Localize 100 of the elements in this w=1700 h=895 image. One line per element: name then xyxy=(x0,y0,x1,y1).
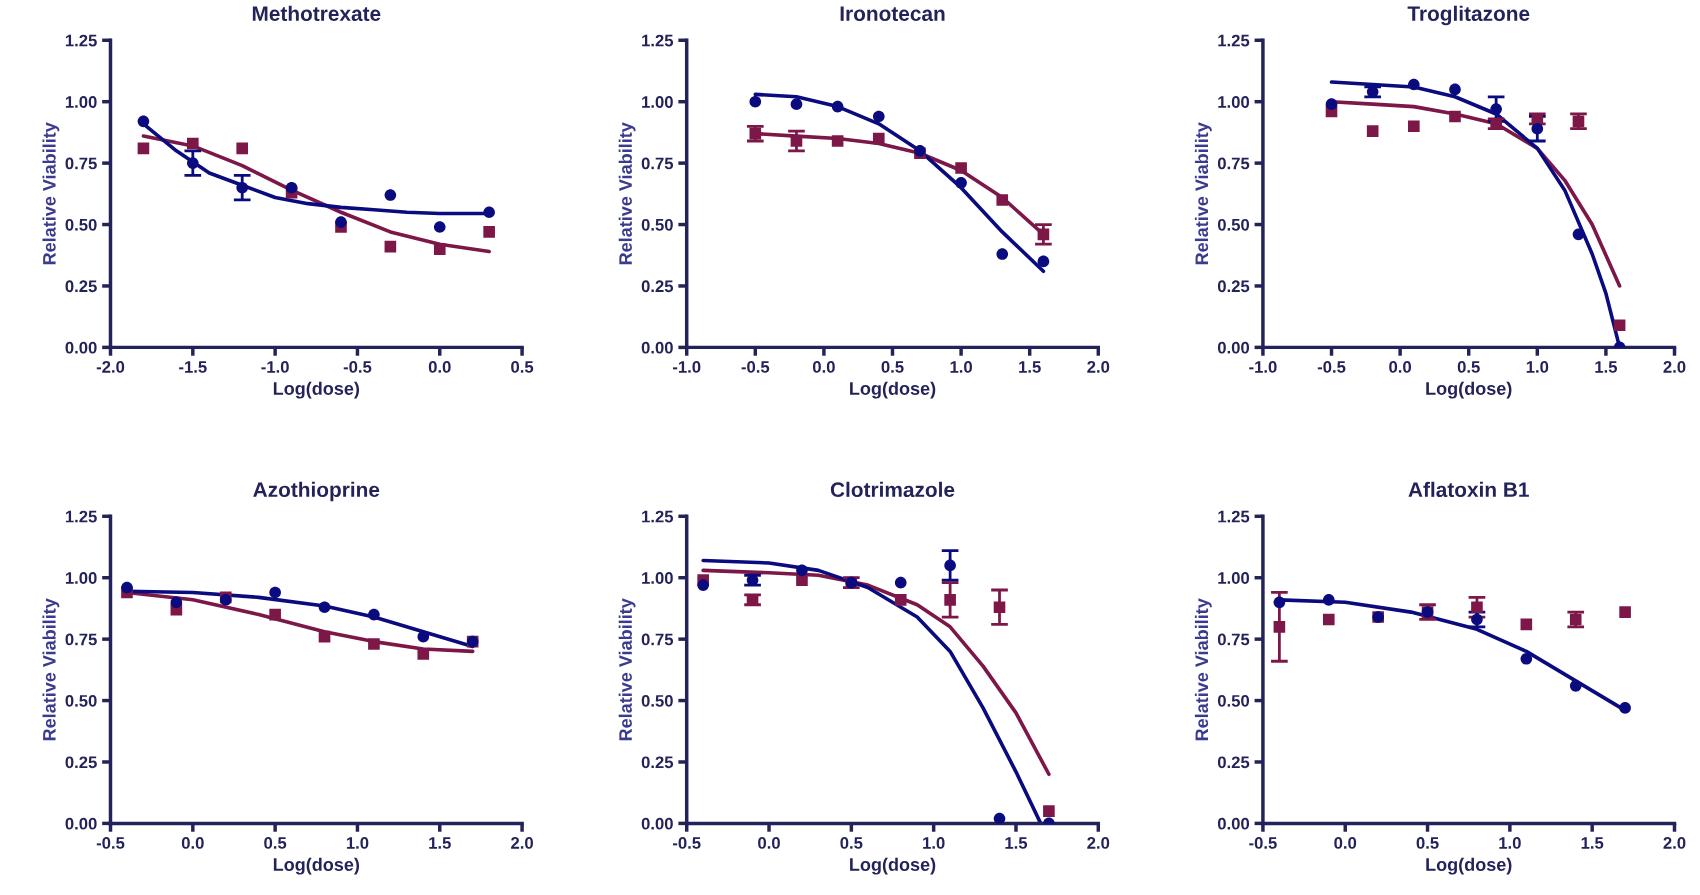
point xyxy=(335,216,347,228)
point xyxy=(1569,613,1582,626)
chart-title: Aflatoxin B1 xyxy=(1408,481,1529,498)
point xyxy=(384,240,397,253)
x-tick-label: 0.5 xyxy=(511,361,534,373)
point xyxy=(187,157,199,169)
y-tick-label: 0.25 xyxy=(641,280,674,293)
x-tick-label: 1.0 xyxy=(923,837,945,849)
point xyxy=(1366,125,1379,137)
y-axis-title: Relative Viability xyxy=(618,122,636,265)
y-tick-label: 0.50 xyxy=(1217,218,1250,231)
y-tick-label: 0.25 xyxy=(1217,756,1250,769)
x-tick-label: -1.0 xyxy=(1249,361,1277,373)
x-tick-label: -0.5 xyxy=(673,837,701,849)
x-tick-label: 1.0 xyxy=(1526,361,1549,373)
x-tick-label: 0.5 xyxy=(1416,837,1439,849)
y-tick-label: 1.25 xyxy=(1218,34,1250,47)
point xyxy=(433,221,446,233)
point xyxy=(1322,594,1335,606)
x-tick-label: -0.5 xyxy=(96,837,125,849)
y-tick-label: 0.50 xyxy=(1217,694,1250,707)
line-series xyxy=(141,134,491,254)
y-tick-label: 0.25 xyxy=(65,756,97,769)
point xyxy=(1408,120,1420,133)
point xyxy=(1273,596,1286,609)
y-tick-label: 1.25 xyxy=(65,510,97,523)
x-tick-label: 1.5 xyxy=(1019,361,1041,373)
point xyxy=(1613,319,1626,332)
x-axis-title: Log(dose) xyxy=(1426,381,1512,399)
point xyxy=(1619,606,1631,618)
x-tick-label: 0.5 xyxy=(881,361,904,373)
point xyxy=(796,574,808,586)
y-tick-label: 0.50 xyxy=(641,218,673,231)
x-tick-label: 2.0 xyxy=(1087,361,1110,373)
point xyxy=(894,576,907,589)
point xyxy=(170,596,183,609)
x-tick-label: 2.0 xyxy=(1663,837,1686,849)
point xyxy=(1520,618,1533,631)
x-tick-label: 2.0 xyxy=(511,837,533,849)
x-tick-label: 1.0 xyxy=(950,361,972,373)
point xyxy=(236,181,249,194)
y-tick-label: 0.75 xyxy=(65,633,97,646)
x-tick-label: -2.0 xyxy=(96,361,125,373)
point xyxy=(187,137,199,150)
x-tick-label: 2.0 xyxy=(1087,837,1110,849)
y-tick-label: 0.00 xyxy=(1217,341,1250,354)
point xyxy=(433,243,446,255)
point xyxy=(1322,613,1335,626)
point xyxy=(137,142,150,155)
x-tick-label: -1.0 xyxy=(673,361,701,373)
point xyxy=(1043,805,1055,817)
y-tick-label: 0.00 xyxy=(1217,817,1250,830)
y-tick-label: 1.25 xyxy=(65,34,97,47)
point xyxy=(955,162,967,174)
y-tick-label: 0.75 xyxy=(1217,633,1250,646)
x-tick-label: 0.0 xyxy=(812,361,835,373)
y-tick-label: 0.75 xyxy=(1217,157,1250,170)
x-tick-label: 1.0 xyxy=(346,837,369,849)
point xyxy=(749,127,762,140)
x-tick-label: -1.0 xyxy=(261,361,289,373)
x-tick-label: 1.5 xyxy=(1581,837,1604,849)
point xyxy=(384,189,397,201)
x-tick-label: 0.0 xyxy=(758,837,780,849)
y-tick-label: 0.25 xyxy=(1217,280,1250,293)
point xyxy=(285,181,298,194)
point xyxy=(996,248,1009,260)
x-tick-label: -0.5 xyxy=(741,361,770,373)
point xyxy=(483,206,495,219)
point xyxy=(697,579,709,591)
point xyxy=(1619,702,1631,714)
y-tick-label: 0.50 xyxy=(641,694,673,707)
point xyxy=(1572,228,1585,241)
y-tick-label: 0.25 xyxy=(641,756,674,769)
point xyxy=(1273,621,1286,633)
y-tick-label: 0.75 xyxy=(641,633,674,646)
point xyxy=(993,601,1006,614)
x-axis-title: Log(dose) xyxy=(850,857,936,875)
y-tick-label: 0.00 xyxy=(641,817,673,830)
chart-title: Azothioprine xyxy=(253,481,380,502)
chart-title: Methotrexate xyxy=(252,5,381,22)
y-axis-title: Relative Viability xyxy=(1194,598,1212,741)
chart-title: Ironotecan xyxy=(840,6,945,22)
y-tick-label: 0.00 xyxy=(65,817,97,830)
y-tick-label: 0.75 xyxy=(65,157,97,170)
y-tick-label: 1.00 xyxy=(642,572,673,584)
point xyxy=(368,608,380,621)
y-tick-label: 1.25 xyxy=(642,34,674,47)
point xyxy=(894,594,907,606)
x-axis-title: Log(dose) xyxy=(1426,857,1512,875)
point xyxy=(1037,228,1050,241)
y-tick-label: 1.25 xyxy=(642,510,674,523)
point xyxy=(121,581,133,594)
point xyxy=(1471,613,1483,626)
x-tick-label: 0.5 xyxy=(1457,361,1480,373)
point xyxy=(417,648,430,660)
point xyxy=(796,564,808,577)
point xyxy=(368,638,380,650)
y-axis-title: Relative Viability xyxy=(1194,122,1212,265)
point xyxy=(318,601,331,614)
point xyxy=(790,98,803,110)
